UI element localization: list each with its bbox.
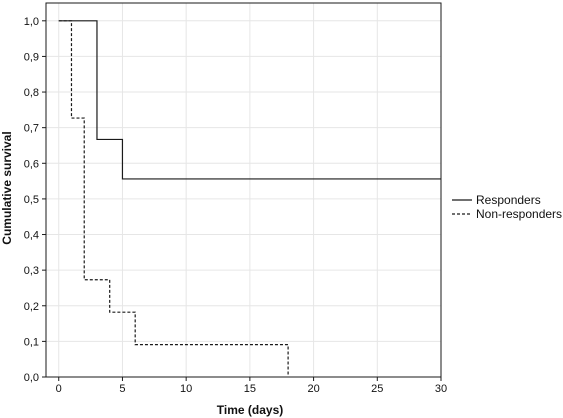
y-tick-label: 0,6	[24, 158, 39, 170]
y-tick-label: 0,9	[24, 51, 39, 63]
y-tick-label: 0,8	[24, 87, 39, 99]
series-layer	[58, 20, 441, 377]
y-tick-label: 0,7	[24, 123, 39, 135]
x-axis: 0 5 10 15 20 25 30	[56, 377, 447, 395]
y-tick-label: 0,3	[24, 265, 39, 277]
y-tick-label: 1,0	[24, 16, 39, 28]
x-tick-label: 30	[435, 383, 447, 395]
legend-label: Non-responders	[476, 207, 562, 221]
x-tick-label: 25	[371, 383, 383, 395]
x-tick-label: 0	[56, 383, 62, 395]
series-line-non-responders	[58, 20, 289, 377]
y-tick-label: 0,1	[24, 336, 39, 348]
grid-lines	[46, 3, 442, 378]
x-tick-label: 20	[307, 383, 319, 395]
x-tick-label: 5	[119, 383, 125, 395]
legend-label: Responders	[476, 193, 541, 207]
series-line-responders	[58, 20, 441, 180]
x-tick-label: 15	[244, 383, 256, 395]
y-tick-label: 0,0	[24, 372, 39, 384]
plot-frame	[45, 2, 442, 378]
y-tick-label: 0,2	[24, 301, 39, 313]
y-axis-title: Cumulative survival	[0, 131, 14, 244]
x-axis-title: Time (days)	[217, 403, 283, 417]
y-axis: 0,0 0,1 0,2 0,3 0,4 0,5 0,6 0,7 0,8 0,9 1,0	[24, 16, 46, 384]
x-tick-label: 10	[180, 383, 192, 395]
y-tick-label: 0,5	[24, 194, 39, 206]
y-tick-label: 0,4	[24, 230, 39, 242]
plot-area	[46, 3, 441, 377]
